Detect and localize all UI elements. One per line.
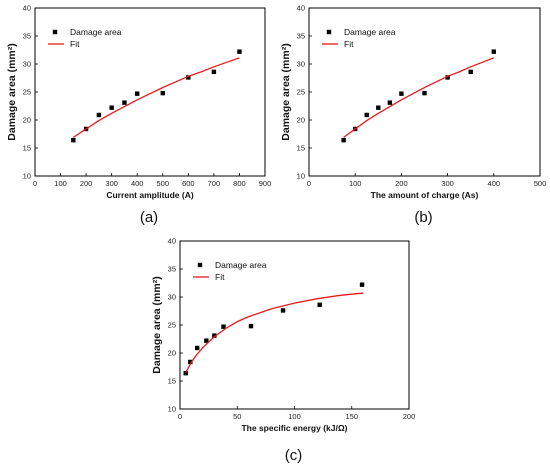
data-point bbox=[188, 359, 193, 365]
y-tick-label: 10 bbox=[297, 172, 305, 181]
fit-line bbox=[343, 57, 495, 138]
y-tick-label: 10 bbox=[23, 172, 31, 181]
y-tick-label: 30 bbox=[168, 293, 176, 302]
data-point bbox=[211, 69, 217, 75]
data-point bbox=[341, 137, 346, 143]
data-point bbox=[280, 308, 286, 313]
x-tick-label: 0 bbox=[307, 179, 311, 188]
y-tick-label: 35 bbox=[23, 32, 31, 41]
y-tick-label: 10 bbox=[168, 405, 176, 414]
x-tick-label: 0 bbox=[178, 412, 182, 421]
data-point bbox=[194, 345, 200, 351]
y-tick-label: 15 bbox=[168, 377, 176, 386]
y-tick-label: 20 bbox=[168, 349, 176, 358]
data-point bbox=[376, 105, 381, 110]
data-point bbox=[468, 69, 473, 75]
data-point bbox=[160, 90, 165, 96]
data-point bbox=[422, 90, 427, 96]
y-axis-label: Damage area (mm²) bbox=[6, 43, 18, 140]
data-point bbox=[122, 100, 127, 105]
x-tick-label: 100 bbox=[288, 412, 301, 421]
data-point bbox=[96, 112, 102, 118]
data-point bbox=[359, 282, 365, 287]
y-axis-label: Damage area (mm²) bbox=[151, 276, 163, 373]
legend-square-marker bbox=[326, 29, 332, 35]
legend-label: Damage area bbox=[70, 27, 122, 37]
x-axis-label: The amount of charge (As) bbox=[371, 190, 479, 200]
y-tick-label: 25 bbox=[297, 88, 305, 97]
x-tick-label: 500 bbox=[534, 179, 547, 188]
y-tick-label: 15 bbox=[297, 144, 305, 153]
x-tick-label: 400 bbox=[488, 179, 501, 188]
y-tick-label: 40 bbox=[23, 4, 31, 13]
y-tick-label: 20 bbox=[297, 116, 305, 125]
panel-label: (c) bbox=[285, 447, 303, 464]
x-tick-label: 300 bbox=[105, 179, 118, 188]
x-tick-label: 900 bbox=[259, 179, 272, 188]
y-tick-label: 35 bbox=[168, 265, 176, 274]
data-point bbox=[221, 324, 226, 329]
legend-square-marker bbox=[52, 29, 58, 35]
x-axis-label: The specific energy (kJ/Ω) bbox=[241, 423, 347, 433]
legend-label: Damage area bbox=[344, 27, 396, 37]
x-axis-label: Current amplitude (A) bbox=[106, 190, 194, 200]
panel-label: (a) bbox=[140, 209, 158, 226]
data-point bbox=[445, 75, 450, 80]
legend-square-marker bbox=[197, 262, 203, 268]
y-axis-label: Damage area (mm²) bbox=[280, 43, 292, 140]
x-tick-label: 100 bbox=[349, 179, 362, 188]
y-tick-label: 25 bbox=[23, 88, 31, 97]
data-point bbox=[364, 112, 369, 118]
data-point bbox=[212, 333, 217, 338]
data-point bbox=[186, 75, 191, 80]
panel-label: (b) bbox=[414, 209, 432, 226]
data-point bbox=[237, 49, 242, 54]
y-tick-label: 30 bbox=[23, 60, 31, 69]
data-point bbox=[248, 323, 254, 329]
x-tick-label: 0 bbox=[33, 179, 37, 188]
y-tick-label: 20 bbox=[23, 116, 31, 125]
x-tick-label: 100 bbox=[54, 179, 67, 188]
x-tick-label: 200 bbox=[403, 412, 416, 421]
x-tick-label: 300 bbox=[441, 179, 454, 188]
data-point bbox=[135, 91, 140, 96]
chart-panel-2: 0 100 200 300 400 500 10 15 20 25 30 35 40 The amount… bbox=[280, 4, 546, 226]
fit-line bbox=[72, 57, 240, 138]
x-tick-label: 800 bbox=[233, 179, 246, 188]
x-tick-label: 500 bbox=[157, 179, 170, 188]
y-tick-label: 30 bbox=[297, 60, 305, 69]
x-tick-label: 50 bbox=[233, 412, 241, 421]
y-tick-label: 15 bbox=[23, 144, 31, 153]
data-point bbox=[109, 105, 114, 110]
x-tick-label: 700 bbox=[208, 179, 221, 188]
y-tick-label: 40 bbox=[168, 237, 176, 246]
legend-label: Fit bbox=[70, 39, 80, 49]
x-tick-label: 150 bbox=[345, 412, 358, 421]
data-point bbox=[491, 49, 496, 54]
x-tick-label: 600 bbox=[182, 179, 195, 188]
x-tick-label: 200 bbox=[80, 179, 93, 188]
data-point bbox=[317, 302, 322, 308]
data-point bbox=[387, 100, 393, 105]
chart-panel-3: 0 50 100 150 200 10 15 20 25 30 35 40 The specific e… bbox=[151, 237, 415, 464]
x-tick-label: 200 bbox=[395, 179, 408, 188]
fit-line bbox=[185, 292, 364, 373]
data-point bbox=[399, 91, 404, 96]
y-tick-label: 35 bbox=[297, 32, 305, 41]
x-tick-label: 400 bbox=[131, 179, 144, 188]
y-tick-label: 25 bbox=[168, 321, 176, 330]
chart-panel-1: 0 100 200 300 400 500 600 700 800 900 10 15 20 25 30 35… bbox=[6, 4, 271, 226]
y-tick-label: 40 bbox=[297, 4, 305, 13]
data-point bbox=[183, 370, 188, 376]
legend-label: Fit bbox=[215, 272, 225, 282]
data-point bbox=[71, 137, 76, 143]
data-point bbox=[204, 338, 209, 343]
legend-label: Damage area bbox=[215, 260, 267, 270]
legend-label: Fit bbox=[344, 39, 354, 49]
